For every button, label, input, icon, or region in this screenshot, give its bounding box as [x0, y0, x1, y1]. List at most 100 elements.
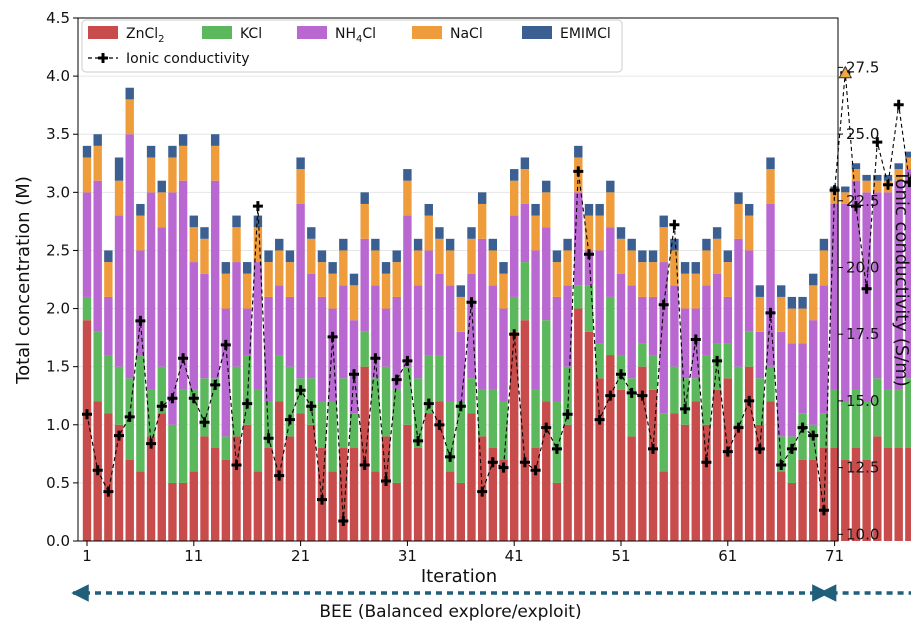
bar-nacl	[253, 227, 263, 263]
bar-zncl2	[905, 448, 911, 541]
bar-emimcl	[542, 180, 551, 193]
bar-zncl2	[467, 413, 476, 541]
bar-zncl2	[670, 413, 679, 541]
conductivity-point	[509, 329, 520, 340]
conductivity-point	[551, 443, 562, 454]
bar-nacl	[734, 203, 743, 239]
bar-nacl	[243, 273, 252, 309]
bar-nacl	[744, 215, 754, 251]
bar-nacl	[168, 157, 177, 193]
conductivity-point	[776, 460, 787, 470]
conductivity-point	[765, 307, 776, 318]
bar-nacl	[189, 227, 198, 263]
bar-nh4cl	[445, 285, 455, 402]
bar-emimcl	[189, 215, 198, 228]
conductivity-point	[434, 419, 445, 430]
x-tick-label: 41	[505, 547, 524, 565]
conductivity-point	[252, 201, 263, 212]
bar-kcl	[82, 296, 92, 321]
bar-zncl2	[873, 436, 882, 541]
bar-kcl	[253, 389, 263, 472]
bar-zncl2	[403, 424, 412, 541]
bar-zncl2	[659, 471, 668, 541]
bar-nacl	[360, 203, 369, 239]
bar-nh4cl	[114, 215, 124, 367]
y-tick-label: 4.0	[46, 67, 70, 85]
bar-nacl	[392, 262, 401, 297]
bar-nacl	[542, 192, 551, 228]
bar-emimcl	[403, 169, 412, 181]
bar-nh4cl	[894, 180, 903, 390]
bar-zncl2	[894, 448, 903, 541]
bar-kcl	[221, 436, 231, 460]
conductivity-series-line	[86, 72, 911, 522]
bar-emimcl	[883, 174, 893, 181]
bar-nacl	[371, 250, 380, 286]
bar-nh4cl	[360, 238, 369, 332]
bar-kcl	[104, 355, 113, 414]
legend-label-kcl: KCl	[240, 26, 262, 42]
bar-kcl	[424, 355, 433, 414]
bar-emimcl	[841, 186, 850, 193]
bar-nacl	[221, 273, 231, 309]
conductivity-point	[797, 422, 808, 433]
bar-emimcl	[232, 215, 241, 228]
bar-nacl	[285, 262, 295, 297]
bar-emimcl	[200, 227, 209, 239]
conductivity-point	[242, 398, 253, 409]
bar-kcl	[734, 366, 743, 425]
bar-nh4cl	[349, 320, 359, 414]
bar-emimcl	[125, 87, 134, 100]
legend-label-nacl: NaCl	[450, 26, 483, 42]
bar-zncl2	[680, 424, 690, 541]
bar-zncl2	[691, 401, 700, 541]
bar-zncl2	[809, 459, 818, 541]
bar-zncl2	[168, 482, 177, 541]
bar-nacl	[339, 250, 348, 286]
conductivity-point	[605, 390, 616, 401]
conductivity-point	[744, 395, 755, 406]
bar-zncl2	[755, 424, 765, 541]
bar-emimcl	[787, 296, 797, 309]
bar-emimcl	[894, 163, 903, 170]
conductivity-point	[263, 433, 274, 444]
bar-nh4cl	[648, 296, 658, 356]
bar-nacl	[616, 238, 626, 274]
bar-kcl	[232, 366, 241, 437]
bar-emimcl	[563, 238, 572, 251]
bar-kcl	[819, 413, 829, 449]
bar-nacl	[862, 180, 871, 193]
y-tick-label: 0.0	[46, 532, 70, 550]
bar-kcl	[862, 401, 871, 460]
bar-nacl	[510, 180, 519, 216]
bar-nacl	[627, 250, 636, 286]
conductivity-point	[680, 403, 691, 414]
bar-zncl2	[638, 366, 647, 541]
bar-nacl	[296, 169, 305, 204]
bar-nacl	[766, 169, 775, 204]
bar-nacl	[125, 99, 134, 135]
bar-emimcl	[456, 285, 465, 297]
conductivity-point	[146, 438, 157, 449]
bar-kcl	[809, 424, 818, 460]
bar-nh4cl	[275, 285, 284, 356]
bar-zncl2	[584, 331, 594, 541]
bar-zncl2	[456, 482, 465, 541]
bar-zncl2	[841, 459, 850, 541]
bar-nh4cl	[819, 285, 829, 414]
conductivity-point	[669, 219, 680, 230]
y-tick-label: 0.5	[46, 474, 70, 492]
bar-nacl	[467, 238, 476, 274]
bar-emimcl	[648, 250, 658, 263]
bar-nacl	[307, 238, 316, 274]
bar-nh4cl	[168, 192, 177, 425]
bar-kcl	[648, 355, 658, 390]
conductivity-point	[199, 417, 210, 428]
bar-emimcl	[82, 145, 92, 158]
bar-nacl	[200, 238, 209, 274]
conductivity-point	[712, 355, 723, 366]
bar-zncl2	[627, 436, 636, 541]
bar-nh4cl	[189, 262, 198, 390]
bar-zncl2	[296, 413, 305, 541]
conductivity-point	[893, 99, 904, 110]
